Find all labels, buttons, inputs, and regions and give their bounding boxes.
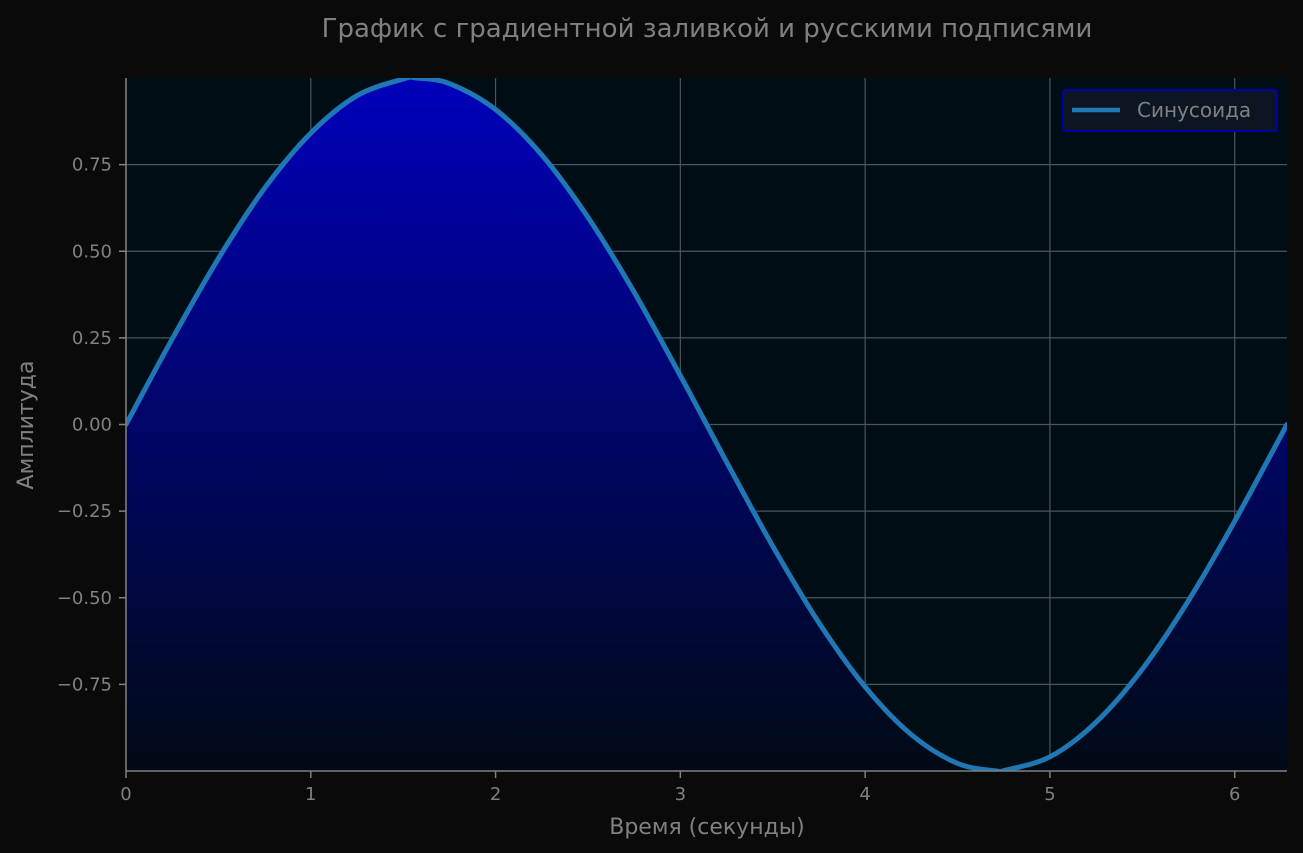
x-tick-label: 3 xyxy=(675,784,686,805)
data-point xyxy=(909,732,914,737)
data-point xyxy=(414,76,419,81)
data-point xyxy=(632,290,637,295)
data-point xyxy=(1186,598,1191,603)
legend-label: Синусоида xyxy=(1137,98,1251,122)
data-point xyxy=(216,256,221,261)
data-point xyxy=(678,373,683,378)
data-point xyxy=(1140,667,1145,672)
y-axis-ticks: 0.75 0.50 0.25 0.00 −0.25 −0.50 −0.75 xyxy=(57,155,126,695)
chart-title: График с градиентной заливкой и русскими… xyxy=(322,14,1093,44)
data-point xyxy=(816,620,821,625)
x-axis-label: Время (секунды) xyxy=(609,815,805,840)
y-tick-label: 0.75 xyxy=(72,155,112,176)
data-point xyxy=(724,459,729,464)
series-line-sinusoid xyxy=(126,78,1287,771)
x-tick-label: 6 xyxy=(1229,784,1240,805)
x-tick-label: 2 xyxy=(490,784,501,805)
y-tick-label: 0.25 xyxy=(72,328,112,349)
data-point xyxy=(1094,720,1099,725)
x-tick-label: 0 xyxy=(120,784,131,805)
data-point xyxy=(770,544,775,549)
y-tick-label: −0.50 xyxy=(57,588,112,609)
data-point xyxy=(354,93,359,98)
data-point xyxy=(170,336,175,341)
data-point xyxy=(493,107,498,112)
x-axis-ticks: 0 1 2 3 4 5 6 xyxy=(120,771,1240,805)
y-tick-label: −0.75 xyxy=(57,674,112,695)
legend-box xyxy=(1062,89,1278,132)
data-point xyxy=(401,77,406,82)
data-point xyxy=(262,186,267,191)
y-tick-label: 0.00 xyxy=(72,415,112,436)
data-point xyxy=(1285,422,1290,427)
data-point xyxy=(539,152,544,157)
data-point xyxy=(308,131,313,136)
y-tick-label: 0.50 xyxy=(72,241,112,262)
x-tick-label: 5 xyxy=(1044,784,1055,805)
y-axis-label: Амплитуда xyxy=(14,361,39,490)
x-tick-label: 1 xyxy=(305,784,316,805)
data-point xyxy=(863,684,868,689)
legend: Синусоида xyxy=(1062,89,1278,132)
data-point xyxy=(447,81,452,86)
data-point xyxy=(955,761,960,766)
data-point xyxy=(1232,519,1237,524)
y-tick-label: −0.25 xyxy=(57,501,112,522)
data-point xyxy=(585,215,590,220)
data-point xyxy=(704,422,709,427)
x-tick-label: 4 xyxy=(859,784,870,805)
data-point xyxy=(1047,754,1052,759)
